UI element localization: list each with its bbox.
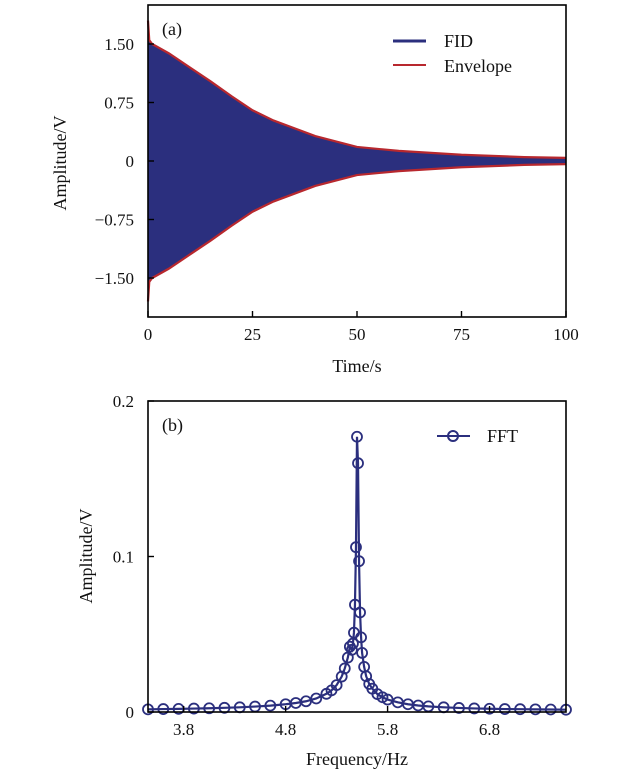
y-tick-label: −0.75 <box>95 211 134 230</box>
x-tick-label: 0 <box>144 325 153 344</box>
fft-point <box>355 631 367 644</box>
fft-line <box>147 436 567 711</box>
ticks: 0 25 50 75 100 1.50 0.75 0 −0.75 −1.50 <box>95 35 579 344</box>
x-tick-label: 25 <box>244 325 261 344</box>
envelope-lower-line <box>146 163 567 302</box>
fft-point <box>453 702 465 714</box>
fft-point <box>381 693 394 706</box>
fft-point <box>354 606 366 619</box>
fft-point <box>338 662 351 675</box>
y-tick-label: 0 <box>126 152 135 171</box>
x-tick-label: 75 <box>453 325 470 344</box>
fft-point <box>351 430 363 443</box>
y-tick-label: 1.50 <box>104 35 134 54</box>
fft-point <box>498 703 511 715</box>
legend-label-fid: FID <box>444 31 473 51</box>
panel-label: (a) <box>162 19 182 40</box>
fft-point <box>544 703 557 716</box>
fft-point <box>218 701 231 714</box>
x-tick-label: 50 <box>349 325 366 344</box>
plot-area <box>146 20 567 302</box>
fft-point <box>330 679 343 691</box>
y-axis-label: Amplitude/V <box>76 509 96 604</box>
ticks: 3.8 4.8 5.8 6.8 0 0.1 0.2 <box>113 392 500 739</box>
fft-point <box>310 692 323 705</box>
x-axis-label: Time/s <box>332 356 381 376</box>
fft-point <box>157 703 170 715</box>
legend-label-envelope: Envelope <box>444 56 512 76</box>
fft-point <box>335 670 348 683</box>
legend-label-fft: FFT <box>487 426 518 446</box>
envelope-upper-line <box>146 20 567 159</box>
fft-point <box>514 703 527 716</box>
legend-marker-fft <box>447 430 459 442</box>
x-tick-label: 4.8 <box>275 720 296 739</box>
panel-label: (b) <box>162 415 183 436</box>
x-axis-label: Frequency/Hz <box>306 749 408 769</box>
fft-point <box>360 670 373 683</box>
y-tick-label: 0 <box>126 703 135 722</box>
fft-point <box>483 702 496 715</box>
fft-point <box>347 637 359 650</box>
plot-area <box>142 430 572 716</box>
fft-point <box>343 640 356 653</box>
fid-signal-area <box>148 20 566 302</box>
fft-point <box>187 702 200 715</box>
x-tick-label: 100 <box>553 325 579 344</box>
fft-point <box>529 703 542 716</box>
x-tick-label: 3.8 <box>173 720 194 739</box>
y-tick-label: 0.1 <box>113 548 134 567</box>
legend: FFT <box>437 426 518 446</box>
fft-point <box>350 541 362 554</box>
y-tick-label: −1.50 <box>95 269 134 288</box>
fft-point <box>203 702 216 715</box>
x-tick-label: 6.8 <box>479 720 500 739</box>
fft-point <box>356 647 368 659</box>
fft-point <box>264 699 277 712</box>
fft-point <box>300 695 312 708</box>
panel-b-fft-chart: 3.8 4.8 5.8 6.8 0 0.1 0.2 (b) Frequency/Hz Amp… <box>76 392 572 769</box>
legend: FID Envelope <box>393 31 512 76</box>
fft-point <box>352 457 364 470</box>
fft-point <box>353 555 365 568</box>
fft-point <box>468 702 481 715</box>
x-tick-label: 5.8 <box>377 720 398 739</box>
y-axis-label: Amplitude/V <box>50 116 70 211</box>
y-tick-label: 0.75 <box>104 94 134 113</box>
panel-a-fid-chart: 0 25 50 75 100 1.50 0.75 0 −0.75 −1.50 (a) Time/s… <box>50 4 579 376</box>
y-tick-label: 0.2 <box>113 392 134 411</box>
fft-point <box>346 643 358 656</box>
